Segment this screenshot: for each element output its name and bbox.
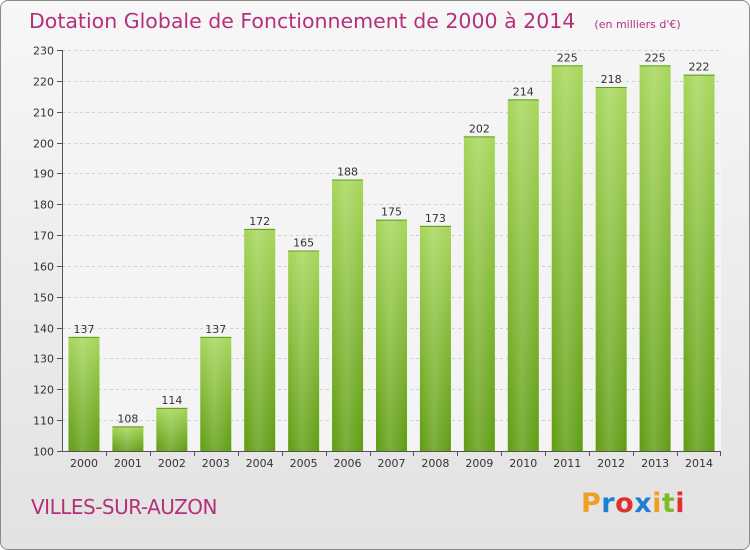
data-label-2008: 173 <box>425 212 446 225</box>
bar-shine <box>463 136 495 451</box>
bar-shine <box>376 219 407 451</box>
x-tick-label-2005: 2005 <box>290 457 318 470</box>
bar-shine <box>156 407 188 451</box>
labels: 100 110 120 130 140 150 160 170 180 190 200 210 220 2… <box>33 45 713 471</box>
chart-subtitle: (en milliers d'€) <box>594 18 681 31</box>
bar-shine <box>507 99 539 451</box>
bar-shine <box>419 225 451 451</box>
x-tick-label-2004: 2004 <box>246 457 274 470</box>
data-label-2004: 172 <box>249 215 270 228</box>
bars <box>68 65 715 452</box>
data-label-2003: 137 <box>205 323 226 336</box>
x-tick-label-2010: 2010 <box>509 457 537 470</box>
y-tick-label: 130 <box>33 353 54 366</box>
y-tick-label: 150 <box>33 292 54 305</box>
bar-shine <box>200 336 232 451</box>
logo-letter: i <box>675 488 686 519</box>
bar-shine <box>595 87 627 451</box>
logo-letter: o <box>615 488 635 519</box>
x-tick-label-2012: 2012 <box>597 457 625 470</box>
x-tick-label-2008: 2008 <box>421 457 449 470</box>
data-label-2011: 225 <box>557 51 578 64</box>
logo-letter: i <box>652 488 662 519</box>
bar-shine <box>639 65 671 451</box>
x-tick-label-2002: 2002 <box>158 457 186 470</box>
data-label-2007: 175 <box>381 206 402 219</box>
data-label-2001: 108 <box>117 412 138 425</box>
data-label-2010: 214 <box>513 85 534 98</box>
logo-letter: x <box>634 488 653 519</box>
logo-letter: r <box>601 488 616 519</box>
logo-letter: P <box>581 488 602 519</box>
data-label-2014: 222 <box>689 61 710 74</box>
x-tick-label-2001: 2001 <box>114 457 142 470</box>
y-tick-label: 100 <box>33 446 54 459</box>
commune-name: VILLES-SUR-AUZON <box>31 495 217 519</box>
x-tick-label-2007: 2007 <box>378 457 406 470</box>
y-tick-label: 200 <box>33 138 54 151</box>
data-label-2013: 225 <box>645 51 666 64</box>
bar-shine <box>112 426 144 451</box>
bar-shine <box>683 74 715 451</box>
bar-shine <box>551 65 583 451</box>
x-tick-label-2013: 2013 <box>641 457 669 470</box>
bar-shine <box>244 228 276 451</box>
proxiti-logo: Proxiti <box>581 488 685 519</box>
y-tick-label: 190 <box>33 168 54 181</box>
grid-lines <box>62 50 721 421</box>
logo-letter: t <box>661 488 676 519</box>
title-row: Dotation Globale de Fonctionnement de 20… <box>29 9 681 33</box>
bar-shine <box>332 179 364 452</box>
data-label-2009: 202 <box>469 122 490 135</box>
y-tick-label: 170 <box>33 230 54 243</box>
x-tick-label-2009: 2009 <box>465 457 493 470</box>
y-tick-label: 110 <box>33 415 54 428</box>
bar-shine <box>68 336 100 451</box>
x-tick-label-2006: 2006 <box>334 457 362 470</box>
data-label-2006: 188 <box>337 166 358 179</box>
data-label-2002: 114 <box>161 394 182 407</box>
x-tick-label-2000: 2000 <box>70 457 98 470</box>
data-label-2005: 165 <box>293 237 314 250</box>
y-tick-label: 140 <box>33 323 54 336</box>
y-tick-label: 210 <box>33 107 54 120</box>
y-tick-label: 230 <box>33 45 54 58</box>
data-label-2012: 218 <box>601 73 622 86</box>
y-tick-label: 120 <box>33 384 54 397</box>
y-tick-label: 220 <box>33 76 54 89</box>
x-tick-label-2014: 2014 <box>685 457 713 470</box>
x-tick-label-2003: 2003 <box>202 457 230 470</box>
y-tick-label: 160 <box>33 261 54 274</box>
x-tick-label-2011: 2011 <box>553 457 581 470</box>
y-tick-label: 180 <box>33 199 54 212</box>
bar-shine <box>288 250 320 451</box>
axes <box>57 50 721 456</box>
data-label-2000: 137 <box>73 323 94 336</box>
chart-title: Dotation Globale de Fonctionnement de 20… <box>29 9 576 33</box>
